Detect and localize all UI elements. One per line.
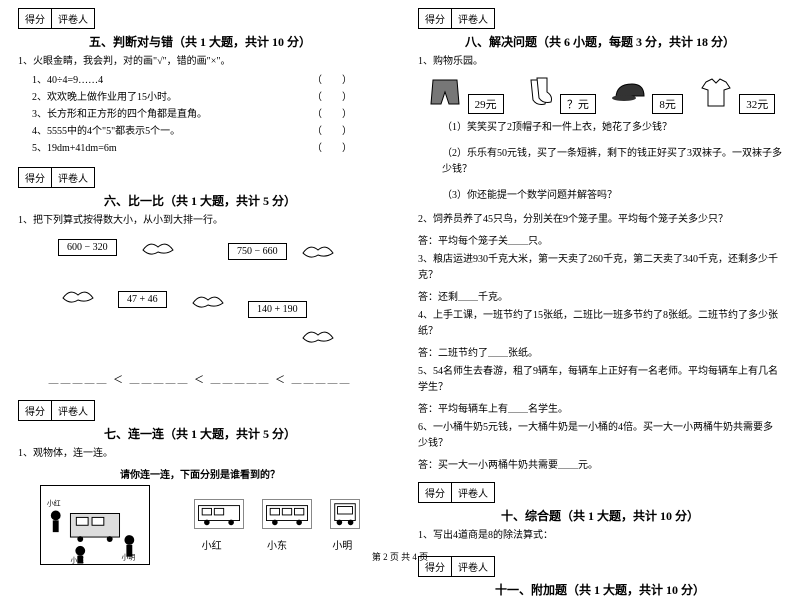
- bird-icon: [298, 323, 338, 353]
- s8-q6: 6、一小桶牛奶5元钱，一大桶牛奶是一小桶的4倍。买一大一小两桶牛奶共需要多少钱？: [418, 420, 782, 452]
- s8-q5: 5、54名师生去春游，租了9辆车，每辆车上正好有一名老师。平均每辆车上有几名学生…: [418, 364, 782, 396]
- section-7-title: 七、连一连（共 1 大题，共计 5 分）: [18, 425, 382, 442]
- s8-q4: 4、上手工课，一班节约了15张纸，二班比一班多节约了8张纸。二班节约了多少张纸？: [418, 308, 782, 340]
- bird-icon: [138, 235, 178, 265]
- bird-area: 600 − 320 750 − 660 47 + 46 140 + 190: [18, 233, 382, 363]
- score-box: 得分 评卷人: [418, 482, 495, 503]
- score-box: 得分 评卷人: [18, 400, 95, 421]
- s8-q2: 2、饲养员养了45只鸟，分别关在9个笼子里。平均每个笼子关多少只？: [418, 212, 782, 228]
- reviewer-label: 评卷人: [52, 9, 94, 28]
- bus-side-icon: [262, 499, 312, 529]
- socks-icon: [517, 76, 557, 108]
- price-tag: ？元: [560, 94, 596, 114]
- shirt-icon: [696, 76, 736, 108]
- s8-q1-sub3: （3）你还能提一个数学问题并解答吗？: [418, 188, 782, 204]
- price-tag: 8元: [652, 94, 683, 114]
- calc-card: 47 + 46: [118, 291, 167, 308]
- s8-q1-lead: 1、购物乐园。: [418, 54, 782, 70]
- bird-icon: [58, 283, 98, 313]
- bus-side-icon: [194, 499, 244, 529]
- section-8-title: 八、解决问题（共 6 小题，每题 3 分，共计 18 分）: [418, 33, 782, 50]
- section-10-title: 十、综合题（共 1 大题，共计 10 分）: [418, 507, 782, 524]
- s5-lead: 1、火眼金睛，我会判，对的画"√"，错的画"×"。: [18, 54, 382, 70]
- shop-row: 29元 ？元 8元 32元: [418, 76, 782, 114]
- connect-subtitle: 请你连一连，下面分别是谁看到的？: [18, 466, 382, 481]
- s6-blanks: ＿＿＿＿＿ ＜ ＿＿＿＿＿ ＜ ＿＿＿＿＿ ＜ ＿＿＿＿＿: [18, 371, 382, 386]
- score-box: 得分 评卷人: [418, 8, 495, 29]
- s5-item-3: 3、长方形和正方形的四个角都是直角。（ ）: [18, 106, 382, 123]
- shorts-icon: [425, 76, 465, 108]
- score-box: 得分 评卷人: [18, 8, 95, 29]
- s8-q4-ans: 答：二班节约了＿＿张纸。: [418, 346, 782, 362]
- calc-card: 140 + 190: [248, 301, 307, 318]
- s8-q5-ans: 答：平均每辆车上有＿＿名学生。: [418, 402, 782, 418]
- price-tag: 29元: [468, 94, 504, 114]
- section-6-title: 六、比一比（共 1 大题，共计 5 分）: [18, 192, 382, 209]
- s8-q2-ans: 答：平均每个笼子关＿＿只。: [418, 234, 782, 250]
- score-label: 得分: [19, 9, 52, 28]
- calc-card: 750 − 660: [228, 243, 287, 260]
- bus-front-icon: [330, 499, 360, 529]
- svg-text:小红: 小红: [47, 499, 61, 508]
- s8-q6-ans: 答：买一大一小两桶牛奶共需要＿＿元。: [418, 458, 782, 474]
- s8-q1-sub2: （2）乐乐有50元钱，买了一条短裤，剩下的钱正好买了3双袜子。一双袜子多少钱？: [418, 146, 782, 178]
- section-5-title: 五、判断对与错（共 1 大题，共计 10 分）: [18, 33, 382, 50]
- s10-lead: 1、写出4道商是8的除法算式：: [418, 528, 782, 544]
- s8-q3-ans: 答：还剩＿＿千克。: [418, 290, 782, 306]
- bird-icon: [298, 238, 338, 268]
- s7-lead: 1、观物体，连一连。: [18, 446, 382, 462]
- calc-card: 600 − 320: [58, 239, 117, 256]
- s5-item-2: 2、欢欢晚上做作业用了15小时。（ ）: [18, 89, 382, 106]
- s8-q3: 3、粮店运进930千克大米，第一天卖了260千克，第二天卖了340千克，还剩多少…: [418, 252, 782, 284]
- s5-item-4: 4、5555中的4个"5"都表示5个一。（ ）: [18, 123, 382, 140]
- score-box: 得分 评卷人: [18, 167, 95, 188]
- s6-lead: 1、把下列算式按得数大小，从小到大排一行。: [18, 213, 382, 229]
- s5-item-1: 1、40÷4=9……4（ ）: [18, 72, 382, 89]
- bird-icon: [188, 288, 228, 318]
- s8-q1-sub1: （1）笑笑买了2顶帽子和一件上衣，她花了多少钱？: [418, 120, 782, 136]
- s5-item-5: 5、19dm+41dm=6m（ ）: [18, 140, 382, 157]
- page-footer: 第 2 页 共 4 页: [0, 550, 800, 563]
- cap-icon: [610, 76, 650, 108]
- section-11-title: 十一、附加题（共 1 大题，共计 10 分）: [418, 581, 782, 598]
- price-tag: 32元: [739, 94, 775, 114]
